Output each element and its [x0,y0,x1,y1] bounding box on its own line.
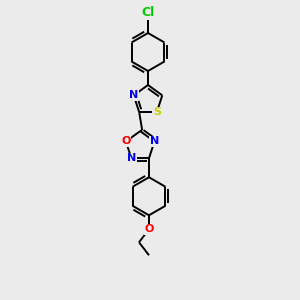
Text: O: O [144,224,154,234]
Text: O: O [121,136,130,146]
Text: N: N [150,136,159,146]
Text: Cl: Cl [141,7,154,20]
Text: S: S [153,107,161,117]
Text: N: N [129,90,138,100]
Text: N: N [127,153,136,163]
